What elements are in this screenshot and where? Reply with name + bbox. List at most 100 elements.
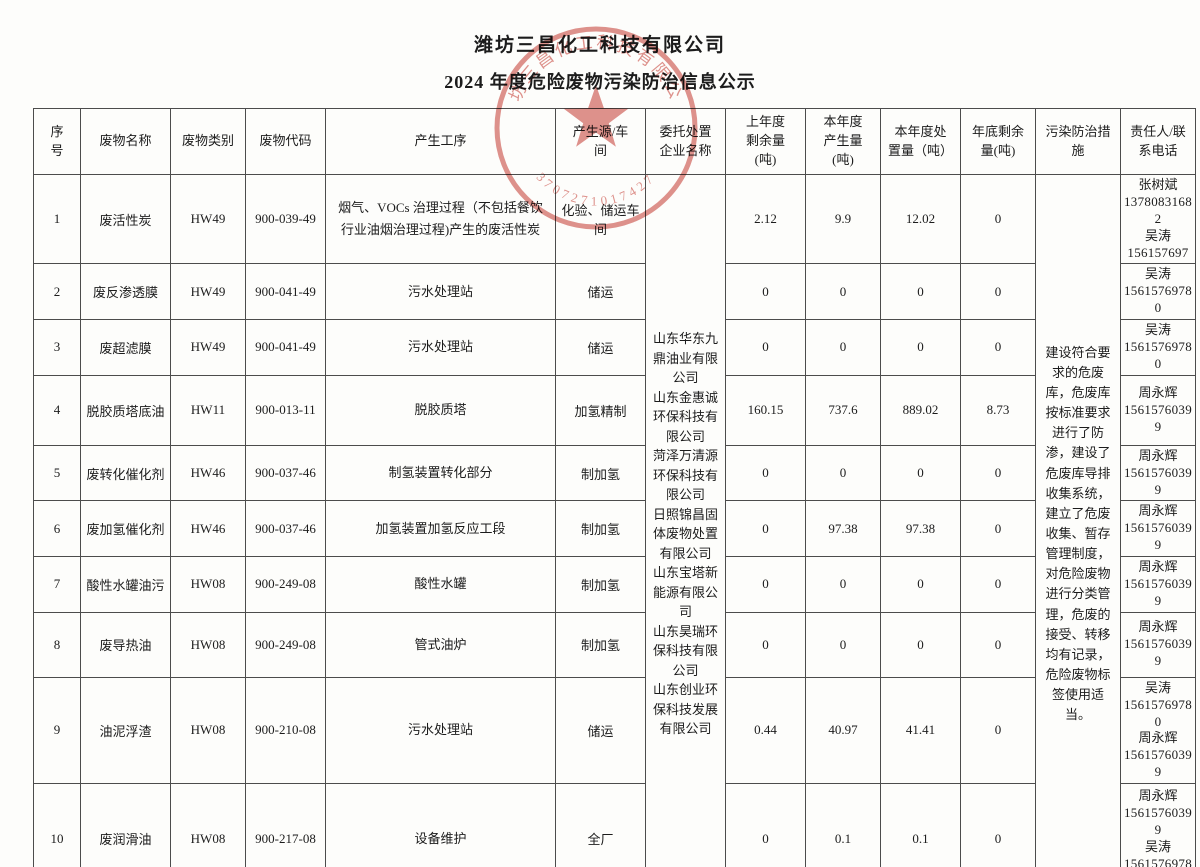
contact-person: 周永辉 <box>1138 730 1178 746</box>
cell-prev-year-remaining: 0 <box>725 611 806 678</box>
cell-waste-name: 油泥浮渣 <box>80 676 171 785</box>
cell-waste-category: HW08 <box>170 676 246 785</box>
cell-current-year-produced: 0 <box>805 263 881 321</box>
contact-person: 张树斌 <box>1138 177 1178 192</box>
contact-person: 吴涛 <box>1144 838 1171 854</box>
contact-phone: 15615760399 <box>1124 464 1192 497</box>
cell-year-end-remaining: 0 <box>960 263 1036 321</box>
cell-year-end-remaining: 8.73 <box>960 374 1036 446</box>
table-row: 7 酸性水罐油污 HW08 900-249-08 酸性水罐 制加氢 0 0 0 0 周永辉 15615… <box>33 556 1196 613</box>
cell-current-year-disposed: 0 <box>880 611 961 678</box>
column-header: 废物代码 <box>245 108 326 175</box>
contact-person: 吴涛 <box>1144 266 1171 282</box>
cell-waste-code: 900-037-46 <box>245 444 326 502</box>
cell-production-process: 制氢装置转化部分 <box>325 444 556 502</box>
company-name: 山东华东九鼎油业有限公司 <box>652 331 718 386</box>
cell-current-year-produced: 0 <box>805 319 881 376</box>
cell-disposal-companies: 山东华东九鼎油业有限公司 山东金惠诚环保科技有限公司 菏泽万清源环保科技有限公司 日照… <box>645 173 726 867</box>
cell-waste-code: 900-037-46 <box>245 500 326 558</box>
cell-current-year-produced: 0.1 <box>805 783 881 867</box>
cell-prev-year-remaining: 0 <box>725 500 806 558</box>
page-title: 潍坊三昌化工科技有限公司 <box>473 35 726 56</box>
cell-waste-name: 废反渗透膜 <box>80 263 171 321</box>
company-name: 山东昊瑞环保科技有限公司 <box>652 623 718 678</box>
column-header: 本年度 产生量 (吨) <box>805 108 881 175</box>
cell-waste-category: HW49 <box>170 319 246 376</box>
contact-phone: 15615760399 <box>1124 747 1192 780</box>
cell-waste-code: 900-013-11 <box>245 374 326 446</box>
cell-waste-category: HW46 <box>170 444 246 502</box>
cell-serial-number: 4 <box>33 374 81 446</box>
cell-source-workshop: 全厂 <box>555 783 646 867</box>
column-header: 委托处置 企业名称 <box>645 108 726 175</box>
cell-prev-year-remaining: 160.15 <box>725 374 806 446</box>
table-row: 8 废导热油 HW08 900-249-08 管式油炉 制加氢 0 0 0 0 周永辉 1561576… <box>33 611 1196 678</box>
cell-prevention-measures: 建设符合要求的危废库，危废库按标准要求进行了防渗，建设了危废库导排收集系统，建立… <box>1035 173 1121 867</box>
contact-phone: 13780831682 <box>1124 193 1192 226</box>
cell-source-workshop: 加氢精制 <box>555 374 646 446</box>
cell-year-end-remaining: 0 <box>960 676 1036 785</box>
cell-current-year-produced: 0 <box>805 556 881 613</box>
page-subtitle: 2024 年度危险废物污染防治信息公示 <box>444 72 756 92</box>
cell-year-end-remaining: 0 <box>960 173 1036 265</box>
contact-person: 周永辉 <box>1138 787 1178 803</box>
contact-phone: 15615769780 <box>1124 855 1192 867</box>
cell-serial-number: 6 <box>33 500 81 558</box>
contact-phone: 15615769780 <box>1124 696 1192 729</box>
cell-waste-code: 900-041-49 <box>245 319 326 376</box>
cell-production-process: 设备维护 <box>325 783 556 867</box>
contact-person: 吴涛 <box>1144 227 1171 243</box>
cell-production-process: 脱胶质塔 <box>325 374 556 446</box>
table-row: 10 废润滑油 HW08 900-217-08 设备维护 全厂 0 0.1 0.1 0 周永辉 156… <box>33 783 1196 867</box>
cell-current-year-disposed: 41.41 <box>880 676 961 785</box>
cell-serial-number: 1 <box>33 173 81 265</box>
contact-phone: 15615769780 <box>1124 283 1192 316</box>
cell-waste-name: 脱胶质塔底油 <box>80 374 171 446</box>
contact-person: 周永辉 <box>1138 559 1178 575</box>
cell-waste-name: 废超滤膜 <box>80 319 171 376</box>
cell-waste-name: 酸性水罐油污 <box>80 556 171 613</box>
cell-current-year-produced: 40.97 <box>805 676 881 785</box>
cell-waste-code: 900-217-08 <box>245 783 326 867</box>
cell-source-workshop: 储运 <box>555 319 646 376</box>
contact-phone: 15615760399 <box>1124 576 1192 608</box>
contact-person: 周永辉 <box>1138 503 1178 519</box>
column-header: 年底剩余 量(吨) <box>960 108 1036 175</box>
cell-source-workshop: 制加氢 <box>555 444 646 502</box>
cell-serial-number: 9 <box>33 676 81 785</box>
cell-waste-code: 900-249-08 <box>245 611 326 678</box>
cell-waste-name: 废加氢催化剂 <box>80 500 171 558</box>
cell-production-process: 污水处理站 <box>325 319 556 376</box>
cell-year-end-remaining: 0 <box>960 783 1036 867</box>
cell-current-year-produced: 97.38 <box>805 500 881 558</box>
cell-source-workshop: 储运 <box>555 263 646 321</box>
cell-serial-number: 5 <box>33 444 81 502</box>
cell-waste-code: 900-041-49 <box>245 263 326 321</box>
contact-person: 周永辉 <box>1138 384 1178 400</box>
contact-person: 吴涛 <box>1144 322 1171 338</box>
cell-waste-category: HW49 <box>170 173 246 265</box>
cell-waste-code: 900-210-08 <box>245 676 326 785</box>
cell-production-process: 污水处理站 <box>325 676 556 785</box>
cell-source-workshop: 化验、储运车间 <box>555 173 646 265</box>
column-header: 责任人/联 系电话 <box>1120 108 1196 175</box>
table-row: 1 废活性炭 HW49 900-039-49 烟气、VOCs 治理过程（不包括餐饮行业油… <box>33 173 1196 867</box>
cell-current-year-disposed: 0.1 <box>880 783 961 867</box>
cell-prev-year-remaining: 0 <box>725 263 806 321</box>
cell-waste-category: HW08 <box>170 783 246 867</box>
company-name: 山东金惠诚环保科技有限公司 <box>652 389 718 444</box>
cell-serial-number: 8 <box>33 611 81 678</box>
cell-responsible-contact: 周永辉 15615760399 <box>1120 500 1196 558</box>
cell-source-workshop: 制加氢 <box>555 500 646 558</box>
company-name: 菏泽万清源环保科技有限公司 <box>652 448 718 503</box>
cell-current-year-produced: 737.6 <box>805 374 881 446</box>
cell-current-year-disposed: 0 <box>880 319 961 376</box>
cell-responsible-contact: 吴涛 15615769780 <box>1120 319 1196 376</box>
cell-waste-name: 废导热油 <box>80 611 171 678</box>
company-name: 山东创业环保科技发展有限公司 <box>652 682 718 737</box>
contact-phone: 15615769780 <box>1124 339 1192 371</box>
cell-prev-year-remaining: 0 <box>725 556 806 613</box>
cell-waste-category: HW08 <box>170 611 246 678</box>
cell-source-workshop: 制加氢 <box>555 611 646 678</box>
